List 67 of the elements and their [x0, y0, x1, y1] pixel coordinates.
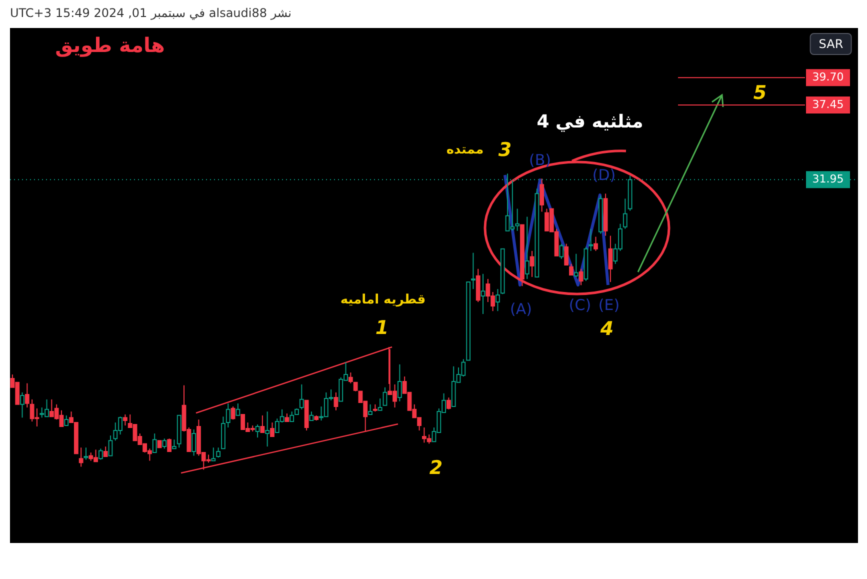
candlestick	[103, 446, 108, 458]
candlestick	[299, 384, 304, 410]
candlestick	[255, 424, 260, 438]
candlestick	[20, 392, 24, 418]
candlestick	[98, 448, 103, 460]
candlestick	[78, 447, 84, 468]
candlestick	[496, 288, 500, 312]
candlestick	[378, 398, 382, 411]
annotation: 1	[375, 317, 389, 339]
ref-line-label: 31.95	[812, 172, 844, 186]
candlestick	[622, 198, 628, 230]
candlestick	[530, 250, 534, 278]
candlestick	[236, 402, 240, 416]
annotation: (C)	[568, 296, 592, 314]
candlestick	[290, 411, 294, 422]
annotation: (E)	[598, 296, 620, 314]
ref-line-label: 37.45	[812, 98, 844, 111]
annotation: 3	[498, 139, 512, 161]
candlestick	[564, 243, 569, 266]
annotation: (A)	[510, 300, 532, 318]
candlestick	[162, 438, 167, 450]
candlestick	[64, 414, 69, 426]
annotation: قطريه اماميه	[340, 292, 426, 308]
candlestick	[260, 414, 265, 433]
candlestick	[334, 392, 338, 411]
chart-title: هامة طويق	[55, 33, 165, 57]
annotation: SAR	[810, 33, 852, 55]
ref-line-label: 39.70	[812, 70, 844, 84]
candlestick	[24, 382, 30, 408]
candlestick	[559, 243, 564, 260]
candlestick	[348, 372, 353, 384]
candlestick	[480, 273, 486, 315]
candlestick	[471, 252, 476, 290]
annotation: 5	[753, 82, 767, 104]
candlestick	[211, 447, 216, 462]
candlestick	[192, 428, 196, 456]
candlestick	[368, 404, 372, 415]
candlestick	[152, 432, 157, 454]
candlestick	[515, 208, 520, 232]
text: نشر alsaudi88 في سبتمبر 01, 2024 15:49 UTC+3	[10, 6, 292, 20]
candlestick	[216, 447, 221, 458]
candlestick	[167, 438, 172, 452]
candlestick	[569, 263, 574, 276]
candlestick	[446, 397, 451, 410]
candlestick	[540, 178, 544, 212]
annotation: ممتده	[446, 142, 484, 158]
candlestick	[84, 447, 88, 460]
candlestick	[122, 414, 128, 426]
candlestick	[578, 268, 584, 286]
candlestick	[270, 422, 274, 438]
annotation: 4	[600, 318, 614, 340]
annotation: مثلثيه في 4	[536, 112, 644, 132]
candlestick	[397, 364, 402, 402]
annotation: 2	[429, 457, 443, 479]
candlestick	[108, 435, 113, 456]
candlestick	[594, 236, 598, 252]
candlestick	[230, 406, 236, 420]
candlestick	[574, 253, 578, 278]
candlestick	[588, 228, 594, 252]
candlestick	[226, 402, 230, 428]
candlestick	[172, 439, 176, 450]
annotation: (D)	[592, 166, 616, 184]
candlestick	[265, 411, 270, 448]
candlestick	[382, 386, 388, 406]
candlestick	[608, 235, 613, 283]
candlestick	[524, 216, 530, 280]
annotation: (B)	[529, 151, 551, 169]
